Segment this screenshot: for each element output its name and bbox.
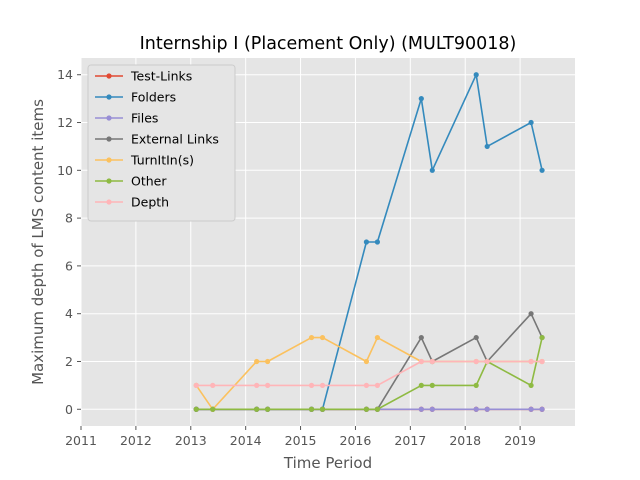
data-point — [473, 406, 479, 412]
x-tick-label: 2019 — [504, 433, 536, 448]
data-point — [210, 406, 216, 412]
data-point — [210, 382, 216, 388]
legend-marker — [106, 157, 112, 163]
legend-marker — [106, 136, 112, 142]
legend-marker — [106, 178, 112, 184]
x-tick-label: 2017 — [394, 433, 426, 448]
data-point — [265, 406, 271, 412]
legend-marker — [106, 73, 112, 79]
series — [193, 358, 545, 388]
x-tick-label: 2013 — [175, 433, 207, 448]
data-point — [429, 406, 435, 412]
x-tick-label: 2012 — [120, 433, 152, 448]
data-point — [429, 167, 435, 173]
data-point — [473, 382, 479, 388]
data-point — [473, 358, 479, 365]
legend-label: Depth — [131, 195, 169, 210]
data-point — [308, 406, 315, 412]
legend: Test-Links Folders Files External Links Turn… — [87, 64, 236, 222]
data-point — [528, 358, 534, 365]
x-tick-label: 2018 — [449, 433, 481, 448]
data-point — [363, 358, 370, 365]
y-tick-label: 8 — [65, 211, 73, 226]
data-point — [363, 239, 370, 245]
data-point — [539, 167, 545, 173]
legend-item: Folders — [95, 90, 176, 105]
x-axis-label: Time Period — [283, 454, 372, 472]
data-point — [254, 358, 260, 365]
data-point — [539, 334, 545, 341]
legend-label: External Links — [131, 132, 219, 147]
y-tick-label: 12 — [57, 115, 73, 130]
data-point — [539, 358, 545, 365]
data-point — [473, 72, 479, 78]
data-point — [193, 406, 199, 412]
y-tick-label: 14 — [57, 67, 73, 82]
legend-label: Other — [131, 174, 167, 189]
data-point — [418, 406, 424, 412]
data-point — [418, 334, 424, 341]
data-point — [418, 358, 424, 365]
data-point — [319, 334, 326, 341]
data-point — [193, 382, 199, 388]
data-point — [484, 358, 490, 365]
data-point — [319, 406, 326, 412]
legend-item: Depth — [95, 195, 169, 210]
data-point — [374, 382, 380, 388]
legend-item: Other — [95, 174, 167, 189]
data-point — [308, 382, 315, 388]
y-axis-label: Maximum depth of LMS content items — [29, 99, 47, 385]
data-point — [265, 358, 271, 365]
data-point — [308, 334, 315, 341]
x-tick-label: 2015 — [285, 433, 317, 448]
legend-label: TurnItIn(s) — [130, 153, 194, 168]
legend-item: Files — [95, 111, 158, 126]
data-point — [374, 406, 380, 412]
data-point — [319, 382, 326, 388]
y-tick-label: 10 — [57, 163, 73, 178]
data-point — [374, 334, 380, 341]
y-tick-label: 4 — [65, 306, 73, 321]
x-axis: 2011 2012 2013 2014 2015 2016 2017 2018 2019 — [65, 426, 536, 448]
legend-item: TurnItIn(s) — [95, 153, 194, 168]
x-tick-label: 2011 — [65, 433, 97, 448]
y-tick-label: 6 — [65, 258, 73, 273]
data-point — [363, 406, 370, 412]
series-layer — [193, 72, 545, 412]
data-point — [418, 96, 424, 102]
data-point — [539, 406, 545, 412]
legend-marker — [106, 94, 112, 100]
data-point — [374, 239, 380, 245]
data-point — [254, 382, 260, 388]
legend-label: Folders — [131, 90, 176, 105]
x-tick-label: 2016 — [340, 433, 372, 448]
legend-item: External Links — [95, 132, 219, 147]
data-point — [429, 382, 435, 388]
legend-box — [87, 64, 236, 222]
data-point — [484, 406, 490, 412]
y-tick-label: 2 — [65, 354, 73, 369]
legend-marker — [106, 115, 112, 121]
data-point — [265, 382, 271, 388]
y-axis: 0 2 4 6 8 10 12 14 — [57, 67, 81, 417]
legend-item: Test-Links — [95, 69, 192, 84]
data-point — [528, 311, 534, 317]
data-point — [528, 382, 534, 388]
data-point — [254, 406, 260, 412]
data-point — [484, 143, 490, 150]
data-point — [418, 382, 424, 388]
y-tick-label: 0 — [65, 402, 73, 417]
data-point — [528, 406, 534, 412]
chart-title: Internship I (Placement Only) (MULT90018… — [140, 34, 517, 54]
data-point — [473, 334, 479, 341]
x-tick-label: 2014 — [230, 433, 262, 448]
legend-label: Files — [131, 111, 158, 126]
legend-marker — [106, 199, 112, 205]
data-point — [429, 358, 435, 365]
data-point — [363, 382, 370, 388]
legend-label: Test-Links — [130, 69, 192, 84]
data-point — [528, 119, 534, 126]
